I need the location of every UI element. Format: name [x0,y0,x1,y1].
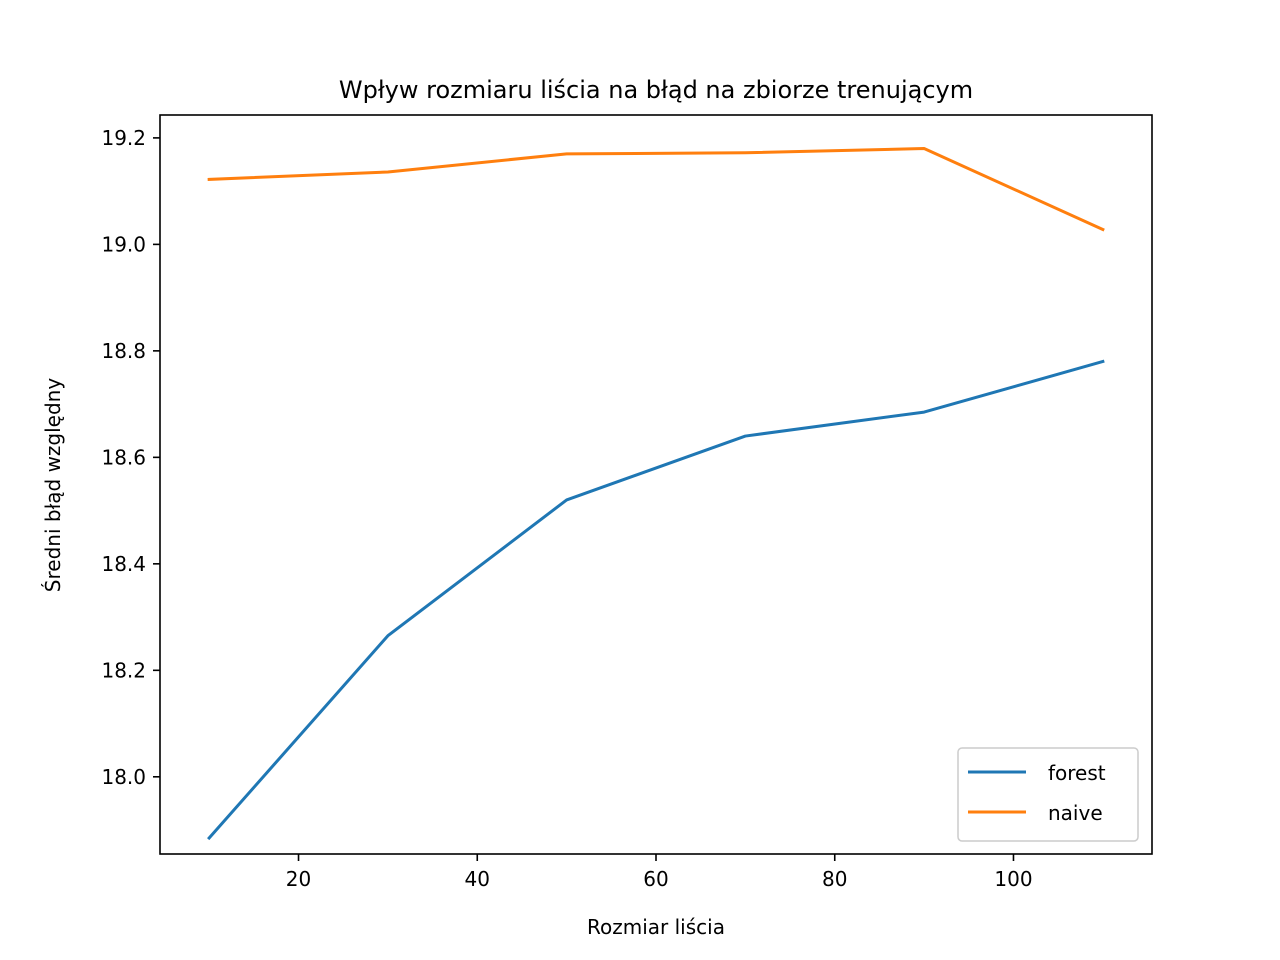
x-tick-label: 60 [643,867,668,891]
y-tick-label: 18.8 [101,339,146,363]
y-axis: 18.0 18.2 18.4 18.6 18.8 19.0 19.2 [101,126,160,789]
x-tick-label: 20 [286,867,311,891]
legend-label-naive: naive [1048,801,1103,825]
series-line-naive [207,147,1105,232]
x-tick-label: 80 [822,867,847,891]
chart-title: Wpływ rozmiaru liścia na błąd na zbiorze… [339,76,973,104]
y-tick-label: 19.2 [101,126,146,150]
y-tick-label: 18.0 [101,765,146,789]
series-line-forest [207,359,1105,841]
x-tick-label: 40 [465,867,490,891]
x-tick-label: 100 [994,867,1032,891]
legend: forest naive [957,747,1139,842]
series-layer [207,147,1105,841]
x-axis: 20 40 60 80 100 [286,854,1033,891]
y-axis-label: Średni błąd względny [41,378,65,593]
y-tick-label: 19.0 [101,232,146,256]
y-tick-label: 18.2 [101,658,146,682]
y-tick-label: 18.4 [101,552,146,576]
x-axis-label: Rozmiar liścia [587,915,725,939]
y-tick-label: 18.6 [101,445,146,469]
legend-label-forest: forest [1048,761,1106,785]
